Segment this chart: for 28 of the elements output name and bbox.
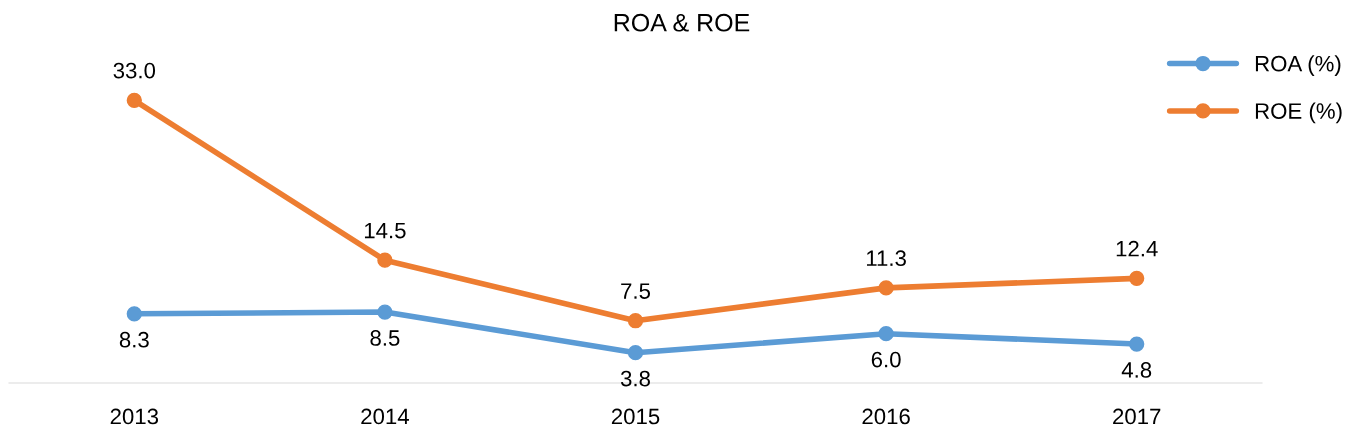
point (627, 345, 644, 361)
data-label: 6.0 (871, 351, 901, 368)
data-label: 14.5 (364, 222, 406, 239)
data-label: 12.4 (1116, 240, 1158, 257)
x-tick-label: 2015 (611, 408, 660, 425)
data-label: 33.0 (113, 62, 156, 79)
point (377, 252, 393, 268)
data-label: 8.3 (119, 331, 149, 348)
x-tick-label: 2016 (862, 408, 910, 425)
data-label: 8.5 (370, 330, 400, 346)
point (1129, 270, 1145, 287)
legend-label: ROE (%) (1255, 102, 1342, 124)
legend-label: ROA (%) (1255, 55, 1341, 76)
data-label: 3.8 (620, 370, 650, 387)
data-label: 4.8 (1121, 362, 1152, 378)
point (1129, 336, 1145, 352)
x-tick-label: 2017 (1113, 408, 1161, 425)
data-label: 7.5 (621, 283, 651, 299)
point (126, 92, 142, 108)
point (126, 306, 142, 322)
x-tick-label: 2014 (361, 408, 409, 425)
point (377, 304, 393, 320)
chart-title: ROA & ROE (614, 13, 750, 32)
point (878, 326, 894, 342)
point (878, 280, 894, 296)
data-label: 11.3 (866, 250, 906, 267)
x-tick-label: 2013 (110, 408, 159, 425)
point (627, 313, 644, 329)
